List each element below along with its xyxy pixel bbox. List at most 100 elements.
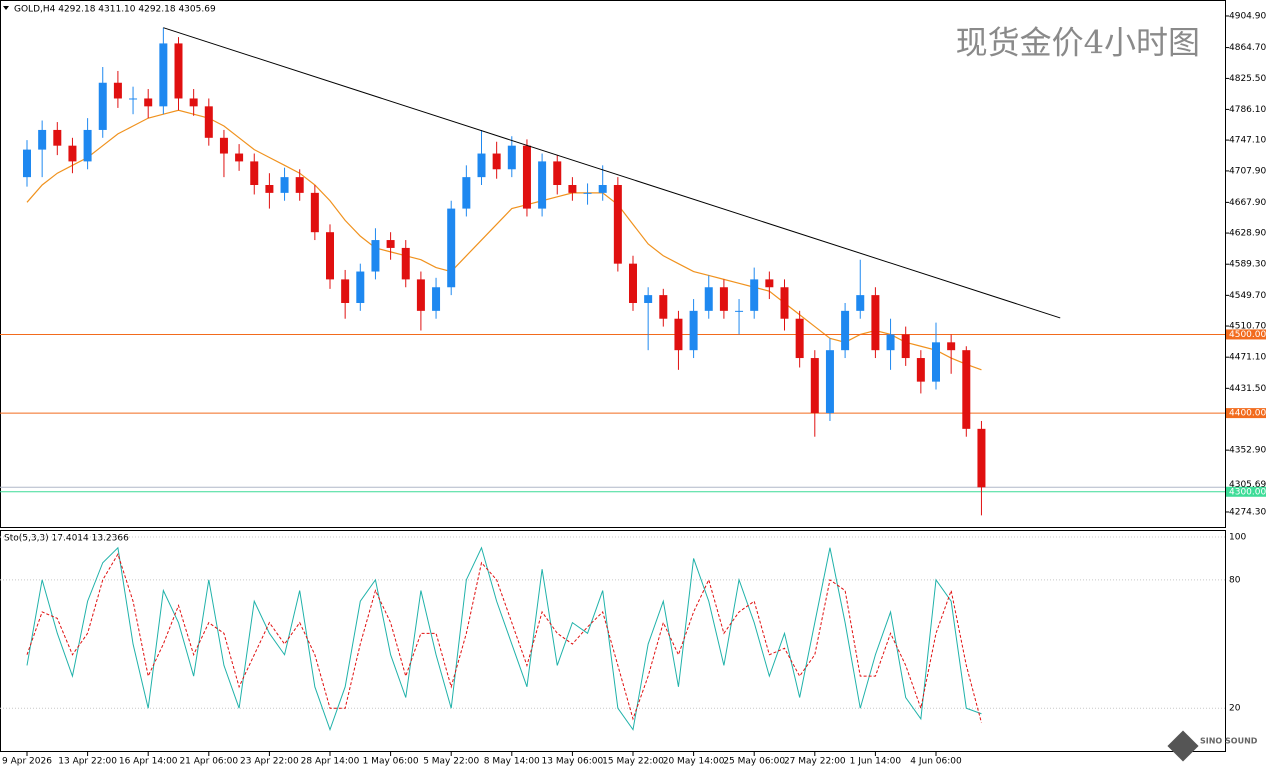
x-tick-label: 27 May 22:00 (784, 757, 846, 766)
y-tick-label: 4589.30 (1229, 260, 1266, 270)
candle-body (901, 334, 910, 359)
candle-body (553, 161, 562, 186)
y-tick-label: 80 (1229, 575, 1241, 585)
candle-body (174, 43, 183, 99)
candle-body (916, 358, 925, 382)
candle-body (871, 295, 880, 351)
candle-body (538, 161, 547, 209)
y-tick-label: 4274.30 (1229, 507, 1266, 517)
candle-body (674, 318, 683, 351)
candle-body (386, 240, 395, 248)
candle-body (432, 287, 441, 311)
y-tick-label: 4864.70 (1229, 43, 1266, 53)
candle-body (886, 334, 895, 351)
candle-body (750, 279, 759, 311)
main-frame (0, 0, 1226, 528)
candle-body (659, 295, 668, 319)
y-tick-label: 4510.70 (1229, 322, 1266, 332)
x-tick-label: 25 May 06:00 (723, 757, 785, 766)
y-tick-label: 4471.10 (1229, 353, 1266, 363)
y-tick-label: 4352.90 (1229, 446, 1266, 456)
x-tick-label: 9 Apr 2026 (2, 757, 52, 766)
level-label: 4400.00 (1229, 409, 1266, 419)
candle-body (856, 295, 865, 311)
candle-body (644, 295, 653, 303)
y-tick-label: 4667.90 (1229, 198, 1266, 208)
candle-body (235, 153, 244, 162)
x-tick-label: 4 Jun 06:00 (910, 757, 962, 766)
candle-body (825, 350, 834, 414)
level-label: 4500.00 (1229, 330, 1266, 340)
candle-body (583, 192, 592, 194)
candle-body (977, 428, 986, 488)
y-tick-label: 4628.90 (1229, 229, 1266, 239)
moving-average (26, 109, 982, 371)
candle-body (704, 287, 713, 311)
candle-body (204, 106, 213, 138)
candle-body (53, 129, 62, 146)
level-label: 4300.00 (1229, 487, 1266, 497)
candle-body (68, 145, 77, 162)
x-tick-label: 13 May 06:00 (542, 757, 604, 766)
logo-icon (1167, 730, 1199, 762)
trendline (163, 27, 1061, 319)
candle-body (295, 177, 304, 193)
candle-body (83, 129, 92, 162)
oscillator-title: Sto(5,3,3) 17.4014 13.2366 (4, 534, 129, 544)
logo: SINO SOUND (1200, 737, 1258, 746)
y-tick-label: 100 (1229, 533, 1246, 543)
watermark: 现货金价4小时图 (956, 24, 1200, 62)
y-tick-label: 4707.90 (1229, 166, 1266, 176)
candle-body (841, 310, 850, 351)
candle-body (159, 43, 168, 107)
x-tick-label: 21 Apr 06:00 (179, 757, 238, 766)
y-tick-label: 4786.10 (1229, 105, 1266, 115)
level-label-bg (1226, 408, 1266, 419)
candle-body (932, 342, 940, 382)
x-tick-label: 28 Apr 14:00 (301, 757, 360, 766)
sub-frame (0, 530, 1226, 752)
candle-body (280, 177, 289, 193)
candle-body (810, 358, 819, 414)
candle-body (522, 145, 531, 209)
candle-body (310, 192, 319, 233)
candle-body (765, 279, 774, 288)
candle-body (219, 137, 228, 154)
candle-body (780, 287, 789, 319)
candle-body (689, 310, 698, 351)
candle-body (416, 279, 425, 311)
chart-title: GOLD,H4 4292.18 4311.10 4292.18 4305.69 (14, 5, 216, 15)
y-tick-label: 4549.70 (1229, 291, 1266, 301)
candle-body (719, 287, 728, 311)
y-tick-label: 4904.90 (1229, 11, 1266, 21)
x-tick-label: 20 May 14:00 (663, 757, 725, 766)
candle-body (613, 185, 622, 264)
y-tick-label: 4747.10 (1229, 136, 1266, 146)
candle-body (735, 310, 744, 312)
candle-body (477, 153, 486, 178)
x-tick-label: 15 May 22:00 (602, 757, 664, 766)
candle-body (23, 149, 31, 178)
candle-body (507, 145, 516, 170)
candle-body (947, 342, 956, 351)
stochastic-line (26, 546, 982, 732)
y-tick-label: 20 (1229, 704, 1241, 714)
candle-body (598, 185, 607, 193)
x-tick-label: 16 Apr 14:00 (119, 757, 178, 766)
candle-body (38, 129, 47, 150)
candle-body (795, 318, 804, 359)
candle-body (144, 98, 153, 107)
candle-body (462, 177, 471, 209)
x-tick-label: 8 May 14:00 (484, 757, 540, 766)
candle-body (356, 271, 365, 303)
x-tick-label: 23 Apr 22:00 (240, 757, 299, 766)
current-price-label: 4305.69 (1229, 480, 1266, 490)
candle-body (629, 263, 637, 303)
level-label-bg (1226, 486, 1266, 497)
level-label-bg (1226, 329, 1266, 340)
x-tick-label: 1 Jun 14:00 (850, 757, 902, 766)
candle-body (341, 279, 350, 303)
x-tick-label: 5 May 22:00 (423, 757, 479, 766)
